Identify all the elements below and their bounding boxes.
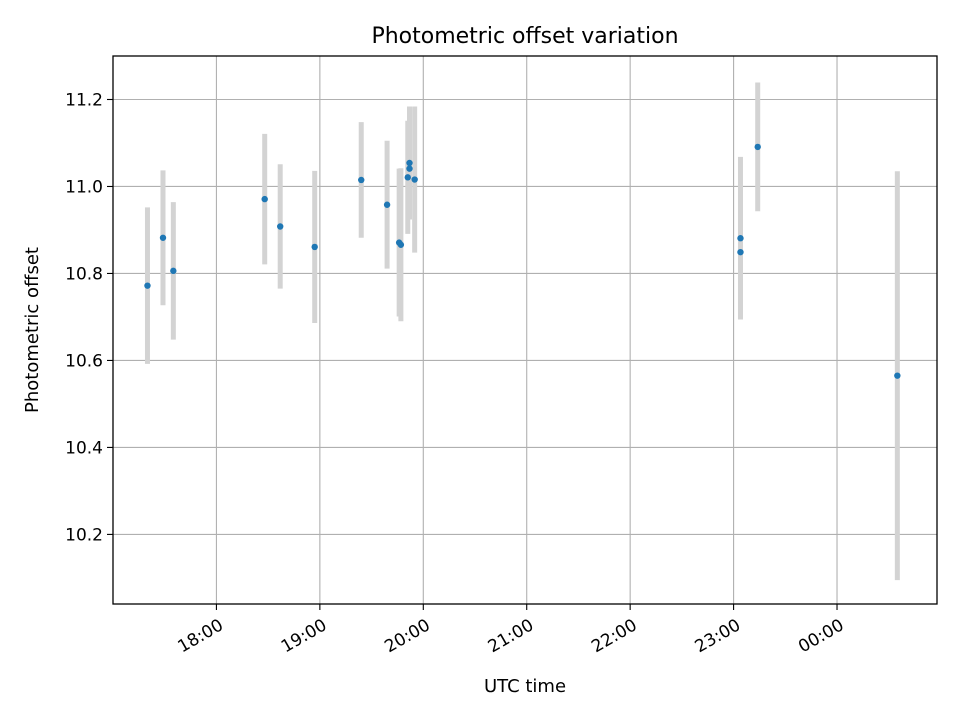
x-tick-label: 22:00 bbox=[588, 615, 640, 657]
data-point bbox=[170, 267, 177, 275]
y-tick-label: 11.0 bbox=[65, 177, 103, 197]
data-point bbox=[404, 174, 411, 181]
errorbars bbox=[144, 82, 900, 581]
data-point bbox=[144, 282, 151, 289]
x-tick-label: 20:00 bbox=[381, 615, 433, 657]
y-axis: 10.2 10.4 10.6 10.8 11.0 11.2 bbox=[65, 90, 113, 545]
data-point bbox=[159, 234, 167, 241]
plot-frame bbox=[112, 55, 938, 605]
x-tick-label: 00:00 bbox=[795, 615, 847, 657]
data-point bbox=[397, 241, 405, 248]
y-tick-label: 10.2 bbox=[65, 525, 103, 545]
data-point bbox=[383, 201, 391, 208]
x-tick-label: 18:00 bbox=[174, 615, 226, 657]
x-tick-label: 19:00 bbox=[278, 615, 330, 657]
data-point bbox=[406, 165, 413, 172]
y-tick-label: 11.2 bbox=[65, 90, 103, 110]
x-tick-label: 23:00 bbox=[692, 615, 744, 657]
y-tick-label: 10.6 bbox=[65, 351, 103, 371]
data-point bbox=[311, 243, 318, 251]
data-point bbox=[894, 372, 901, 379]
data-point bbox=[754, 143, 761, 151]
data-points bbox=[144, 143, 901, 379]
x-tick-label: 21:00 bbox=[485, 615, 537, 657]
grid bbox=[113, 56, 937, 604]
data-point bbox=[737, 248, 744, 256]
data-point bbox=[277, 223, 284, 230]
data-point bbox=[737, 235, 744, 242]
data-point bbox=[406, 159, 413, 167]
x-axis-label: UTC time bbox=[484, 676, 566, 697]
data-point bbox=[261, 195, 268, 203]
x-axis: 18:00 19:00 20:00 21:00 22:00 23:00 00:00 bbox=[174, 604, 848, 657]
data-point bbox=[411, 176, 418, 183]
y-tick-label: 10.8 bbox=[65, 264, 103, 284]
chart-title: Photometric offset variation bbox=[371, 24, 678, 49]
data-point bbox=[358, 176, 365, 184]
y-tick-label: 10.4 bbox=[65, 438, 103, 458]
y-axis-label: Photometric offset bbox=[22, 247, 43, 413]
